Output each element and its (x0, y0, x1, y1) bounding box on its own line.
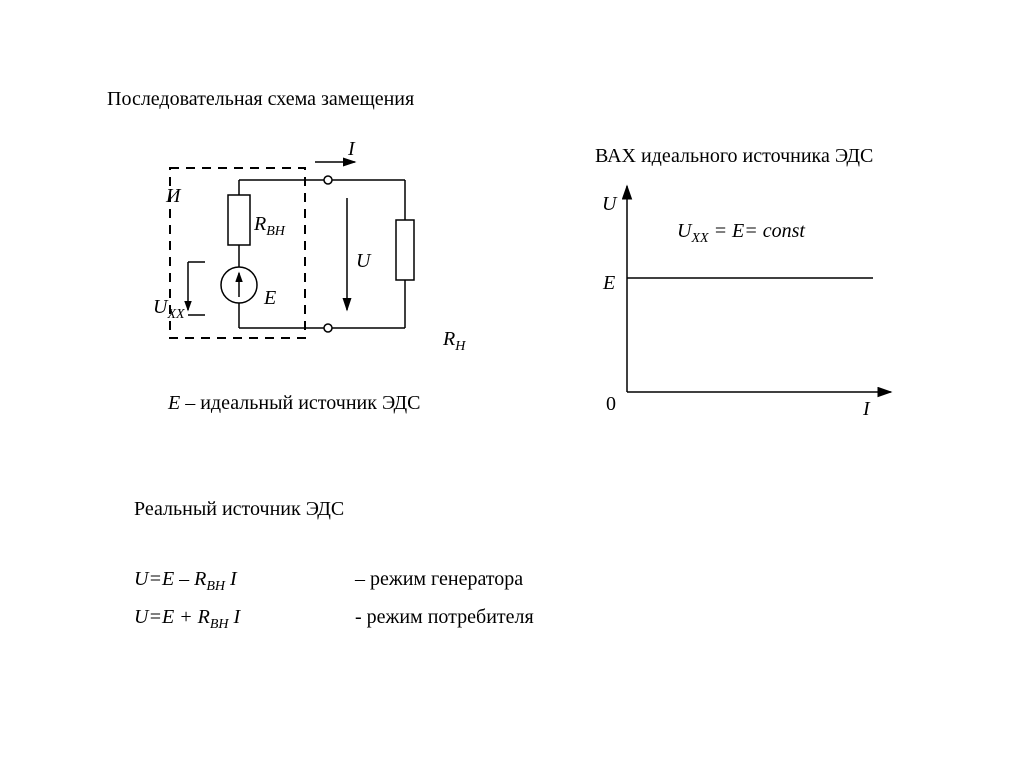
equation-generator-desc: – режим генератора (355, 568, 523, 591)
resistor-rvn (228, 195, 250, 245)
eq2-rhs: I (229, 606, 241, 628)
label-istochnik: И (166, 185, 180, 208)
vax-axis-I: I (863, 398, 870, 421)
eq2-lhs: U=E (134, 606, 174, 628)
vax-origin: 0 (606, 393, 616, 416)
label-uxx-main: U (153, 296, 167, 318)
vax-eq-U: U (677, 220, 691, 242)
label-rh-sub: Н (455, 339, 465, 354)
eq1-lhs: U=E (134, 568, 174, 590)
source-dashed-box (170, 168, 305, 338)
vax-title: ВАХ идеального источника ЭДС (595, 145, 873, 168)
page-title: Последовательная схема замещения (107, 88, 414, 111)
label-uxx: UXX (153, 296, 185, 323)
eq1-sub: ВН (206, 579, 225, 594)
label-E: E (264, 287, 276, 310)
vax-eq-rest: = E= const (709, 220, 805, 242)
label-rh: RН (443, 328, 465, 355)
label-rh-main: R (443, 328, 455, 350)
vax-eq-sub: XX (691, 231, 708, 246)
vax-level-E: E (603, 272, 615, 295)
vax-svg (595, 180, 915, 415)
eq2-mid: + R (174, 606, 210, 628)
equation-generator: U=E – RВН I (134, 568, 237, 595)
label-rvn: RВН (254, 213, 285, 240)
eq1-rhs: I (225, 568, 237, 590)
label-I: I (348, 138, 355, 161)
eq1-mid: – R (174, 568, 206, 590)
label-U: U (356, 250, 370, 273)
circuit-caption: E – идеальный источник ЭДС (168, 392, 420, 415)
caption-E: E (168, 392, 180, 414)
circuit-svg (150, 150, 470, 370)
resistor-rh (396, 220, 414, 280)
real-source-heading: Реальный источник ЭДС (134, 498, 344, 521)
caption-rest: – идеальный источник ЭДС (180, 392, 420, 414)
equation-consumer: U=E + RВН I (134, 606, 240, 633)
terminal-bottom (324, 324, 332, 332)
equation-consumer-desc: - режим потребителя (355, 606, 534, 629)
vax-equation: UXX = E= const (677, 220, 805, 247)
label-uxx-sub: XX (167, 307, 184, 322)
terminal-top (324, 176, 332, 184)
label-rvn-sub: ВН (266, 224, 285, 239)
vax-axis-U: U (602, 193, 616, 216)
label-rvn-main: R (254, 213, 266, 235)
eq2-sub: ВН (210, 617, 229, 632)
